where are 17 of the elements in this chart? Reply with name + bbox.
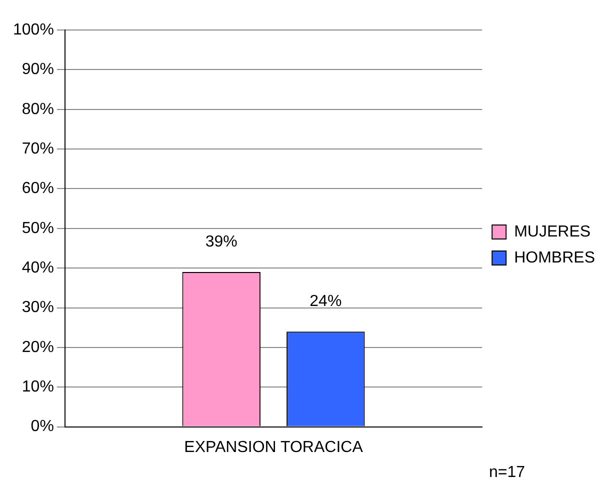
- y-tick-label: 80%: [22, 100, 54, 118]
- legend-label: HOMBRES: [514, 249, 596, 266]
- y-tick-label: 60%: [22, 180, 54, 198]
- y-tick-label: 70%: [22, 140, 54, 158]
- x-tick-label: EXPANSION TORACICA: [184, 438, 364, 456]
- y-tick-label: 90%: [22, 61, 54, 78]
- data-label: 39%: [205, 233, 238, 250]
- y-tick-label: 10%: [22, 378, 54, 396]
- y-tick-label: 100%: [13, 21, 54, 38]
- data-label: 24%: [310, 292, 342, 310]
- legend-label: MUJERES: [514, 223, 591, 240]
- text: n=17: [488, 464, 525, 482]
- y-tick-label: 20%: [22, 338, 54, 356]
- y-tick-label: 40%: [22, 259, 54, 276]
- y-tick-label: 30%: [22, 299, 54, 316]
- y-tick-label: 0%: [30, 418, 54, 436]
- y-tick-label: 50%: [22, 220, 54, 237]
